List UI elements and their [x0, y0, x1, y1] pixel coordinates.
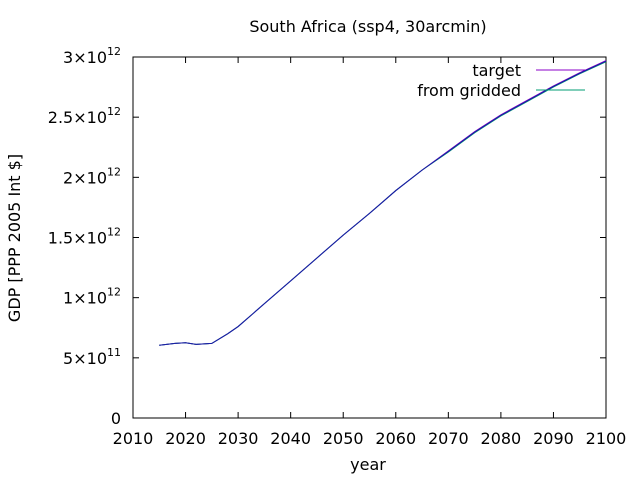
- x-tick-label: 2080: [481, 429, 522, 448]
- x-tick-label: 2060: [375, 429, 416, 448]
- y-axis-label: GDP [PPP 2005 Int $]: [5, 154, 24, 322]
- y-tick-label: 1×1012: [63, 286, 121, 308]
- series-line-target: [159, 60, 607, 346]
- series-line-unlabeled: [159, 60, 607, 346]
- x-tick-label: 2100: [586, 429, 627, 448]
- x-tick-label: 2040: [270, 429, 311, 448]
- x-axis-ticks: 2010 2020 2030 2040 2050 2060 2070 2080 2090 2100: [113, 57, 627, 448]
- y-tick-label: 2×1012: [63, 165, 121, 187]
- series-lines: [159, 60, 607, 346]
- legend-label: target: [472, 61, 521, 80]
- chart-title: South Africa (ssp4, 30arcmin): [249, 17, 486, 36]
- series-line-from-gridded: [159, 61, 607, 346]
- x-tick-label: 2010: [113, 429, 154, 448]
- y-tick-label: 5×1011: [63, 346, 121, 368]
- x-tick-label: 2070: [428, 429, 469, 448]
- legend-label: from gridded: [417, 81, 521, 100]
- x-tick-label: 2090: [533, 429, 574, 448]
- x-tick-label: 2050: [323, 429, 364, 448]
- y-axis-ticks: 0 5×1011 1×1012 1.5×1012 2×1012 2.5×1012 3×101…: [48, 45, 606, 428]
- y-tick-label: 3×1012: [63, 45, 121, 67]
- x-tick-label: 2020: [165, 429, 206, 448]
- plot-frame: [132, 56, 607, 419]
- y-tick-label: 1.5×1012: [48, 226, 121, 248]
- x-tick-label: 2030: [218, 429, 259, 448]
- y-tick-label: 0: [111, 409, 121, 428]
- x-axis-label: year: [350, 455, 386, 474]
- y-tick-label: 2.5×1012: [48, 105, 121, 127]
